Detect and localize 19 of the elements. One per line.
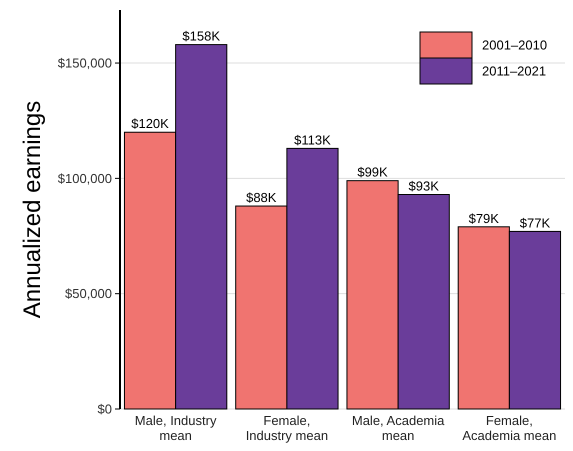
data-label: $99K [357,164,388,180]
data-label: $93K [408,178,440,194]
data-label: $158K [182,28,220,44]
data-label: $88K [246,190,277,206]
x-tick-label: Male, Academia mean [352,413,446,443]
data-label: $120K [131,116,170,132]
y-axis-title: Annualized earnings [19,100,46,318]
x-tick-label: Male, Industry mean [134,413,217,443]
y-tick-label: $0 [98,402,112,417]
x-tick-label: Female, Academia mean [462,413,556,443]
data-label: $113K [294,132,332,148]
data-label: $79K [468,210,500,226]
legend-label: 2011–2021 [482,64,546,79]
x-tick-label: Female, Industry mean [246,413,328,443]
y-tick-label: $50,000 [65,286,112,302]
y-tick-label: $150,000 [58,56,112,71]
data-label: $77K [520,215,550,230]
legend-label: 2001–2010 [482,38,548,53]
y-tick-label: $100,000 [58,170,112,186]
